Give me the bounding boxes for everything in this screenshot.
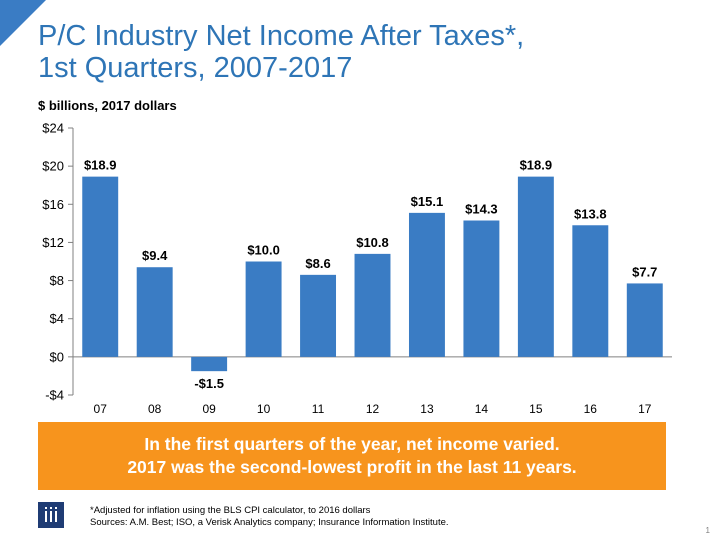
bar-chart: -$4 $0 $4 $8 $12 $16 $20 $24 $18.9 07 $9.4 08 -$1.5 0… — [42, 121, 672, 416]
x-tick-label: 15 — [529, 402, 543, 416]
title-line-1: P/C Industry Net Income After Taxes*, — [38, 20, 525, 52]
page-title: P/C Industry Net Income After Taxes*, 1s… — [38, 20, 698, 84]
bar — [626, 283, 663, 357]
x-tick-label: 07 — [94, 402, 108, 416]
x-tick-label: 16 — [584, 402, 598, 416]
data-label: -$1.5 — [194, 376, 224, 391]
data-label: $15.1 — [411, 194, 444, 209]
bar — [136, 267, 173, 357]
callout-line-2: 2017 was the second-lowest profit in the… — [127, 457, 577, 477]
x-tick-label: 09 — [202, 402, 216, 416]
page-number: 1 — [705, 526, 710, 535]
callout-line-1: In the first quarters of the year, net i… — [144, 434, 560, 454]
x-tick-label: 14 — [475, 402, 489, 416]
x-tick-label: 17 — [638, 402, 652, 416]
x-tick-label: 11 — [312, 402, 325, 416]
bar — [408, 212, 445, 357]
y-tick-label: $8 — [50, 273, 64, 288]
y-tick-label: $24 — [42, 121, 64, 136]
x-tick-label: 13 — [420, 402, 434, 416]
y-tick-label: -$4 — [45, 388, 64, 403]
footnote-line-1: *Adjusted for inflation using the BLS CP… — [90, 505, 371, 516]
bar — [245, 261, 282, 357]
bar — [463, 220, 500, 357]
x-tick-label: 10 — [257, 402, 271, 416]
bar — [517, 176, 554, 357]
data-label: $18.9 — [84, 158, 117, 173]
bar — [572, 225, 609, 357]
x-tick-label: 08 — [148, 402, 162, 416]
iii-logo-icon — [38, 502, 64, 528]
y-tick-label: $20 — [42, 159, 64, 174]
y-tick-label: $4 — [50, 311, 64, 326]
x-tick-label: 12 — [366, 402, 380, 416]
corner-accent — [0, 0, 46, 46]
callout-box: In the first quarters of the year, net i… — [38, 422, 666, 490]
bar — [300, 274, 337, 357]
y-tick-label: $16 — [42, 197, 64, 212]
data-label: $9.4 — [142, 248, 168, 263]
y-tick-label: $12 — [42, 235, 64, 250]
footnote-line-2: Sources: A.M. Best; ISO, a Verisk Analyt… — [90, 517, 449, 528]
unit-label: $ billions, 2017 dollars — [38, 98, 177, 113]
bar — [82, 176, 119, 357]
data-label: $8.6 — [305, 256, 330, 271]
bar — [354, 253, 391, 357]
data-label: $10.8 — [356, 235, 389, 250]
data-label: $18.9 — [520, 158, 553, 173]
footnote: *Adjusted for inflation using the BLS CP… — [90, 505, 449, 529]
data-label: $14.3 — [465, 201, 498, 216]
data-label: $10.0 — [247, 243, 280, 258]
title-line-2: 1st Quarters, 2007-2017 — [38, 52, 353, 84]
data-label: $13.8 — [574, 206, 607, 221]
y-tick-label: $0 — [50, 349, 64, 364]
bar — [191, 356, 228, 372]
data-label: $7.7 — [632, 264, 657, 279]
